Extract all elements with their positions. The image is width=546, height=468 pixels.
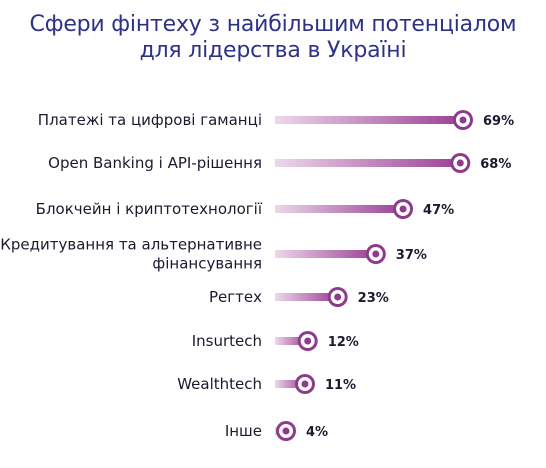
bar xyxy=(275,205,404,213)
category-label-line: Регтех xyxy=(209,288,262,306)
value-label: 11% xyxy=(325,378,356,393)
bar-row: 11% xyxy=(275,374,356,394)
category-label-line: Open Banking і API-рішення xyxy=(48,154,262,172)
bar-row: 69% xyxy=(275,110,514,130)
category-label: Кредитування та альтернативне фінансуванн… xyxy=(0,236,262,273)
bar-row: 12% xyxy=(275,331,359,351)
bar-row: 23% xyxy=(275,287,389,307)
chart-title: Сфери фінтеху з найбільшим потенціалом д… xyxy=(0,12,546,64)
bar-end-marker xyxy=(393,199,414,219)
chart-title-line-1: Сфери фінтеху з найбільшим потенціалом xyxy=(29,12,517,37)
category-label-line: Insurtech xyxy=(192,332,262,350)
category-label-line: Платежі та цифрові гаманці xyxy=(38,111,262,129)
value-label: 23% xyxy=(358,291,389,306)
category-label: Блокчейн і криптотехнології xyxy=(36,200,263,218)
bar xyxy=(275,337,308,345)
category-label-line: Кредитування та альтернативне xyxy=(0,236,262,254)
bar-end-marker xyxy=(294,374,315,394)
bar xyxy=(275,380,305,388)
value-label: 37% xyxy=(396,248,427,263)
bar-end-marker xyxy=(453,110,473,130)
category-label: Insurtech xyxy=(192,332,262,350)
category-label-line: Блокчейн і криптотехнології xyxy=(36,200,263,218)
bar-end-marker xyxy=(327,287,348,307)
category-label: Wealthtech xyxy=(177,375,262,393)
category-label-line: Інше xyxy=(225,422,262,440)
category-label-line: фінансування xyxy=(152,255,262,273)
bar-row: 47% xyxy=(275,199,454,219)
bar-row: 4% xyxy=(275,421,328,441)
value-label: 68% xyxy=(480,157,511,172)
bar-end-marker xyxy=(276,421,296,441)
bar-end-marker xyxy=(450,153,471,173)
value-label: 12% xyxy=(328,335,359,350)
bar xyxy=(275,250,376,258)
value-label: 69% xyxy=(483,114,514,129)
bar-end-marker xyxy=(365,244,386,264)
value-label: 4% xyxy=(306,425,328,440)
value-label: 47% xyxy=(423,203,454,218)
category-label: Інше xyxy=(225,422,262,440)
chart-title-line-2: для лідерства в Україні xyxy=(139,38,407,63)
bar xyxy=(275,293,338,301)
category-label-line: Wealthtech xyxy=(177,375,262,393)
bar xyxy=(275,116,463,124)
bar-end-marker xyxy=(297,331,318,351)
bar-row: 37% xyxy=(275,244,427,264)
category-label: Регтех xyxy=(209,288,262,306)
bar xyxy=(275,159,461,167)
bar-row: 68% xyxy=(275,153,511,173)
category-label: Платежі та цифрові гаманці xyxy=(38,111,262,129)
category-label: Open Banking і API-рішення xyxy=(48,154,262,172)
